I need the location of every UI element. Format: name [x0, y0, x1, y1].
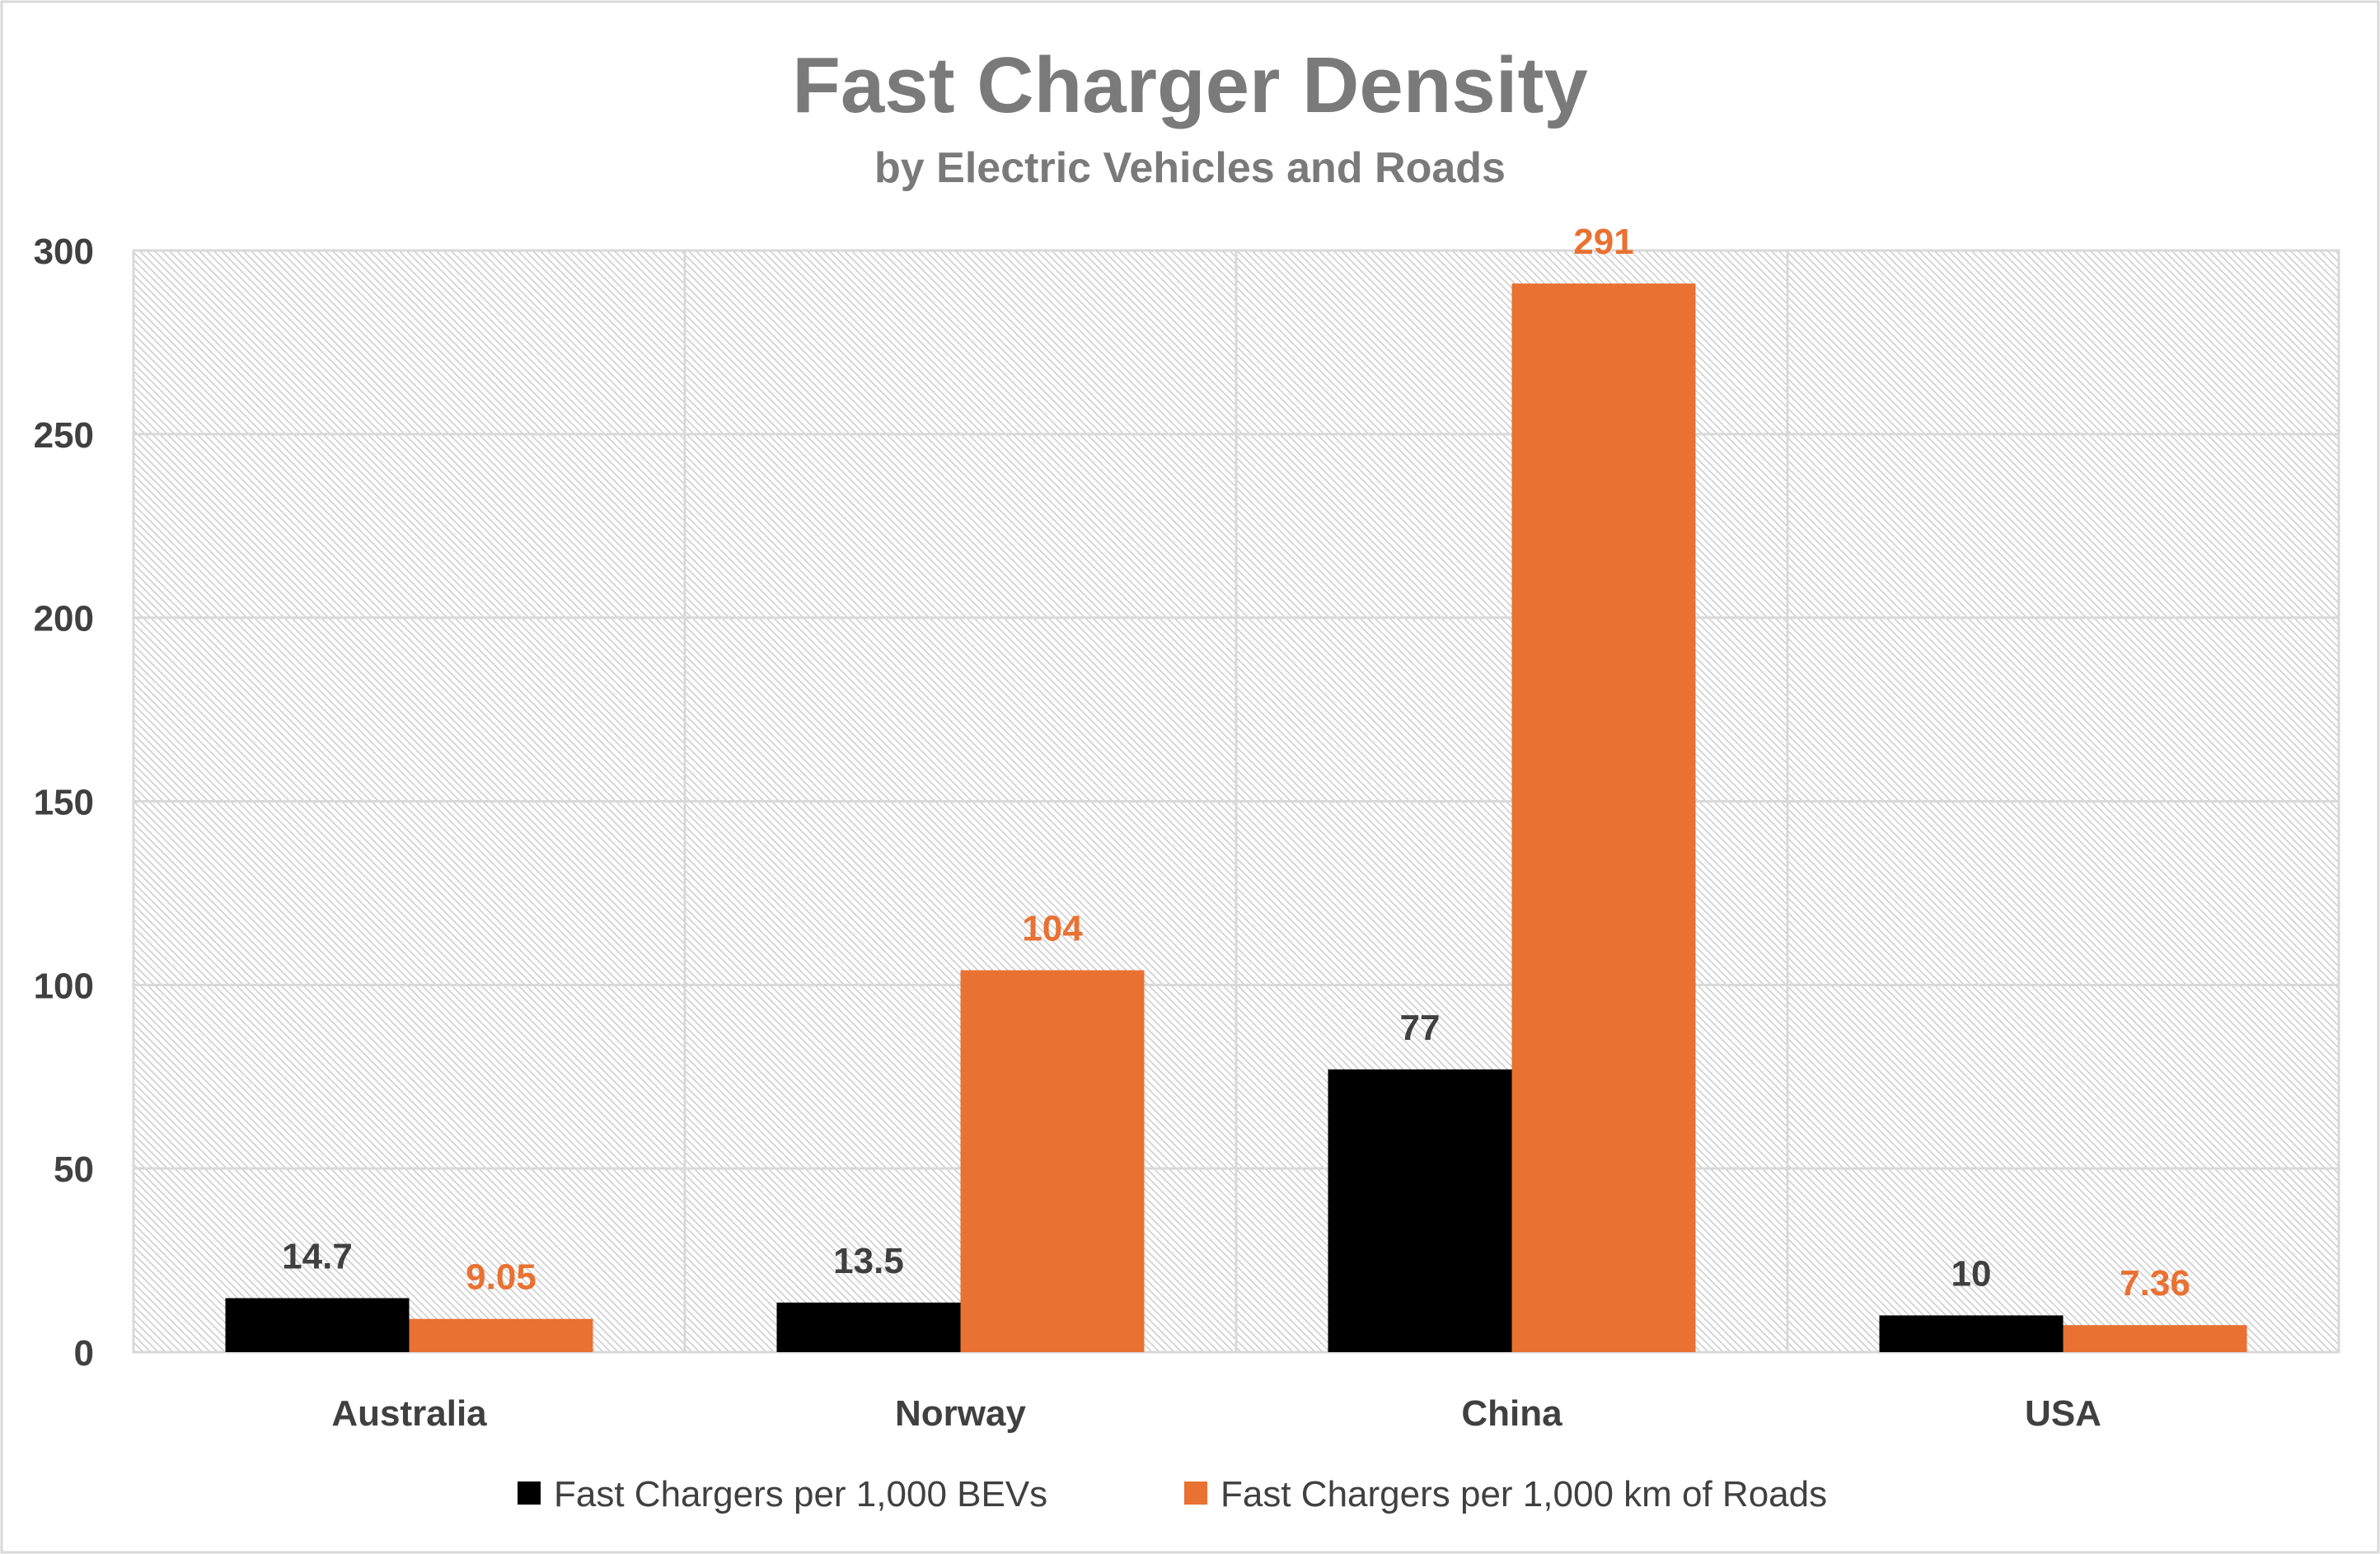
y-tick-label: 150 — [34, 783, 94, 823]
x-tick-label-australia: Australia — [331, 1393, 487, 1434]
x-axis: Australia Norway China USA — [331, 1393, 2101, 1434]
bar-china-series-1 — [1328, 1069, 1512, 1352]
bar-australia-series-2 — [409, 1318, 593, 1352]
y-tick-label: 250 — [34, 415, 94, 456]
chart-subtitle: by Electric Vehicles and Roads — [874, 144, 1506, 192]
bar-china-series-2 — [1511, 283, 1696, 1352]
y-tick-label: 0 — [74, 1333, 94, 1374]
x-tick-label-china: China — [1461, 1393, 1562, 1434]
x-tick-label-norway: Norway — [895, 1393, 1026, 1434]
bar-usa-series-2 — [2063, 1325, 2247, 1352]
data-label-norway-series-1: 13.5 — [833, 1241, 904, 1281]
bar-usa-series-1 — [1879, 1315, 2064, 1352]
data-label-china-series-2: 291 — [1573, 222, 1633, 262]
data-label-australia-series-1: 14.7 — [282, 1236, 353, 1276]
legend-swatch-series-2 — [1184, 1481, 1207, 1505]
chart-title: Fast Charger Density — [792, 41, 1588, 129]
y-tick-label: 300 — [34, 232, 94, 272]
y-tick-label: 50 — [54, 1149, 94, 1190]
y-tick-label: 100 — [34, 966, 94, 1006]
legend: Fast Chargers per 1,000 BEVs Fast Charger… — [518, 1474, 1827, 1514]
data-label-australia-series-2: 9.05 — [466, 1257, 536, 1298]
x-tick-label-usa: USA — [2025, 1393, 2101, 1434]
bar-australia-series-1 — [225, 1298, 410, 1352]
data-labels: 14.7 9.05 13.5 104 77 291 10 7.36 — [282, 222, 2190, 1304]
y-axis: 0 50 100 150 200 250 300 — [34, 232, 94, 1374]
data-label-usa-series-2: 7.36 — [2120, 1263, 2190, 1304]
bar-norway-series-2 — [960, 970, 1145, 1352]
data-label-china-series-1: 77 — [1400, 1008, 1441, 1048]
legend-label-series-2: Fast Chargers per 1,000 km of Roads — [1220, 1474, 1827, 1514]
bar-norway-series-1 — [776, 1302, 961, 1352]
legend-label-series-1: Fast Chargers per 1,000 BEVs — [554, 1474, 1047, 1514]
y-tick-label: 200 — [34, 599, 94, 639]
gridlines — [134, 249, 2339, 1354]
bars — [225, 283, 2247, 1352]
data-label-norway-series-2: 104 — [1022, 909, 1083, 949]
data-label-usa-series-1: 10 — [1951, 1253, 1992, 1294]
legend-swatch-series-1 — [518, 1481, 541, 1505]
